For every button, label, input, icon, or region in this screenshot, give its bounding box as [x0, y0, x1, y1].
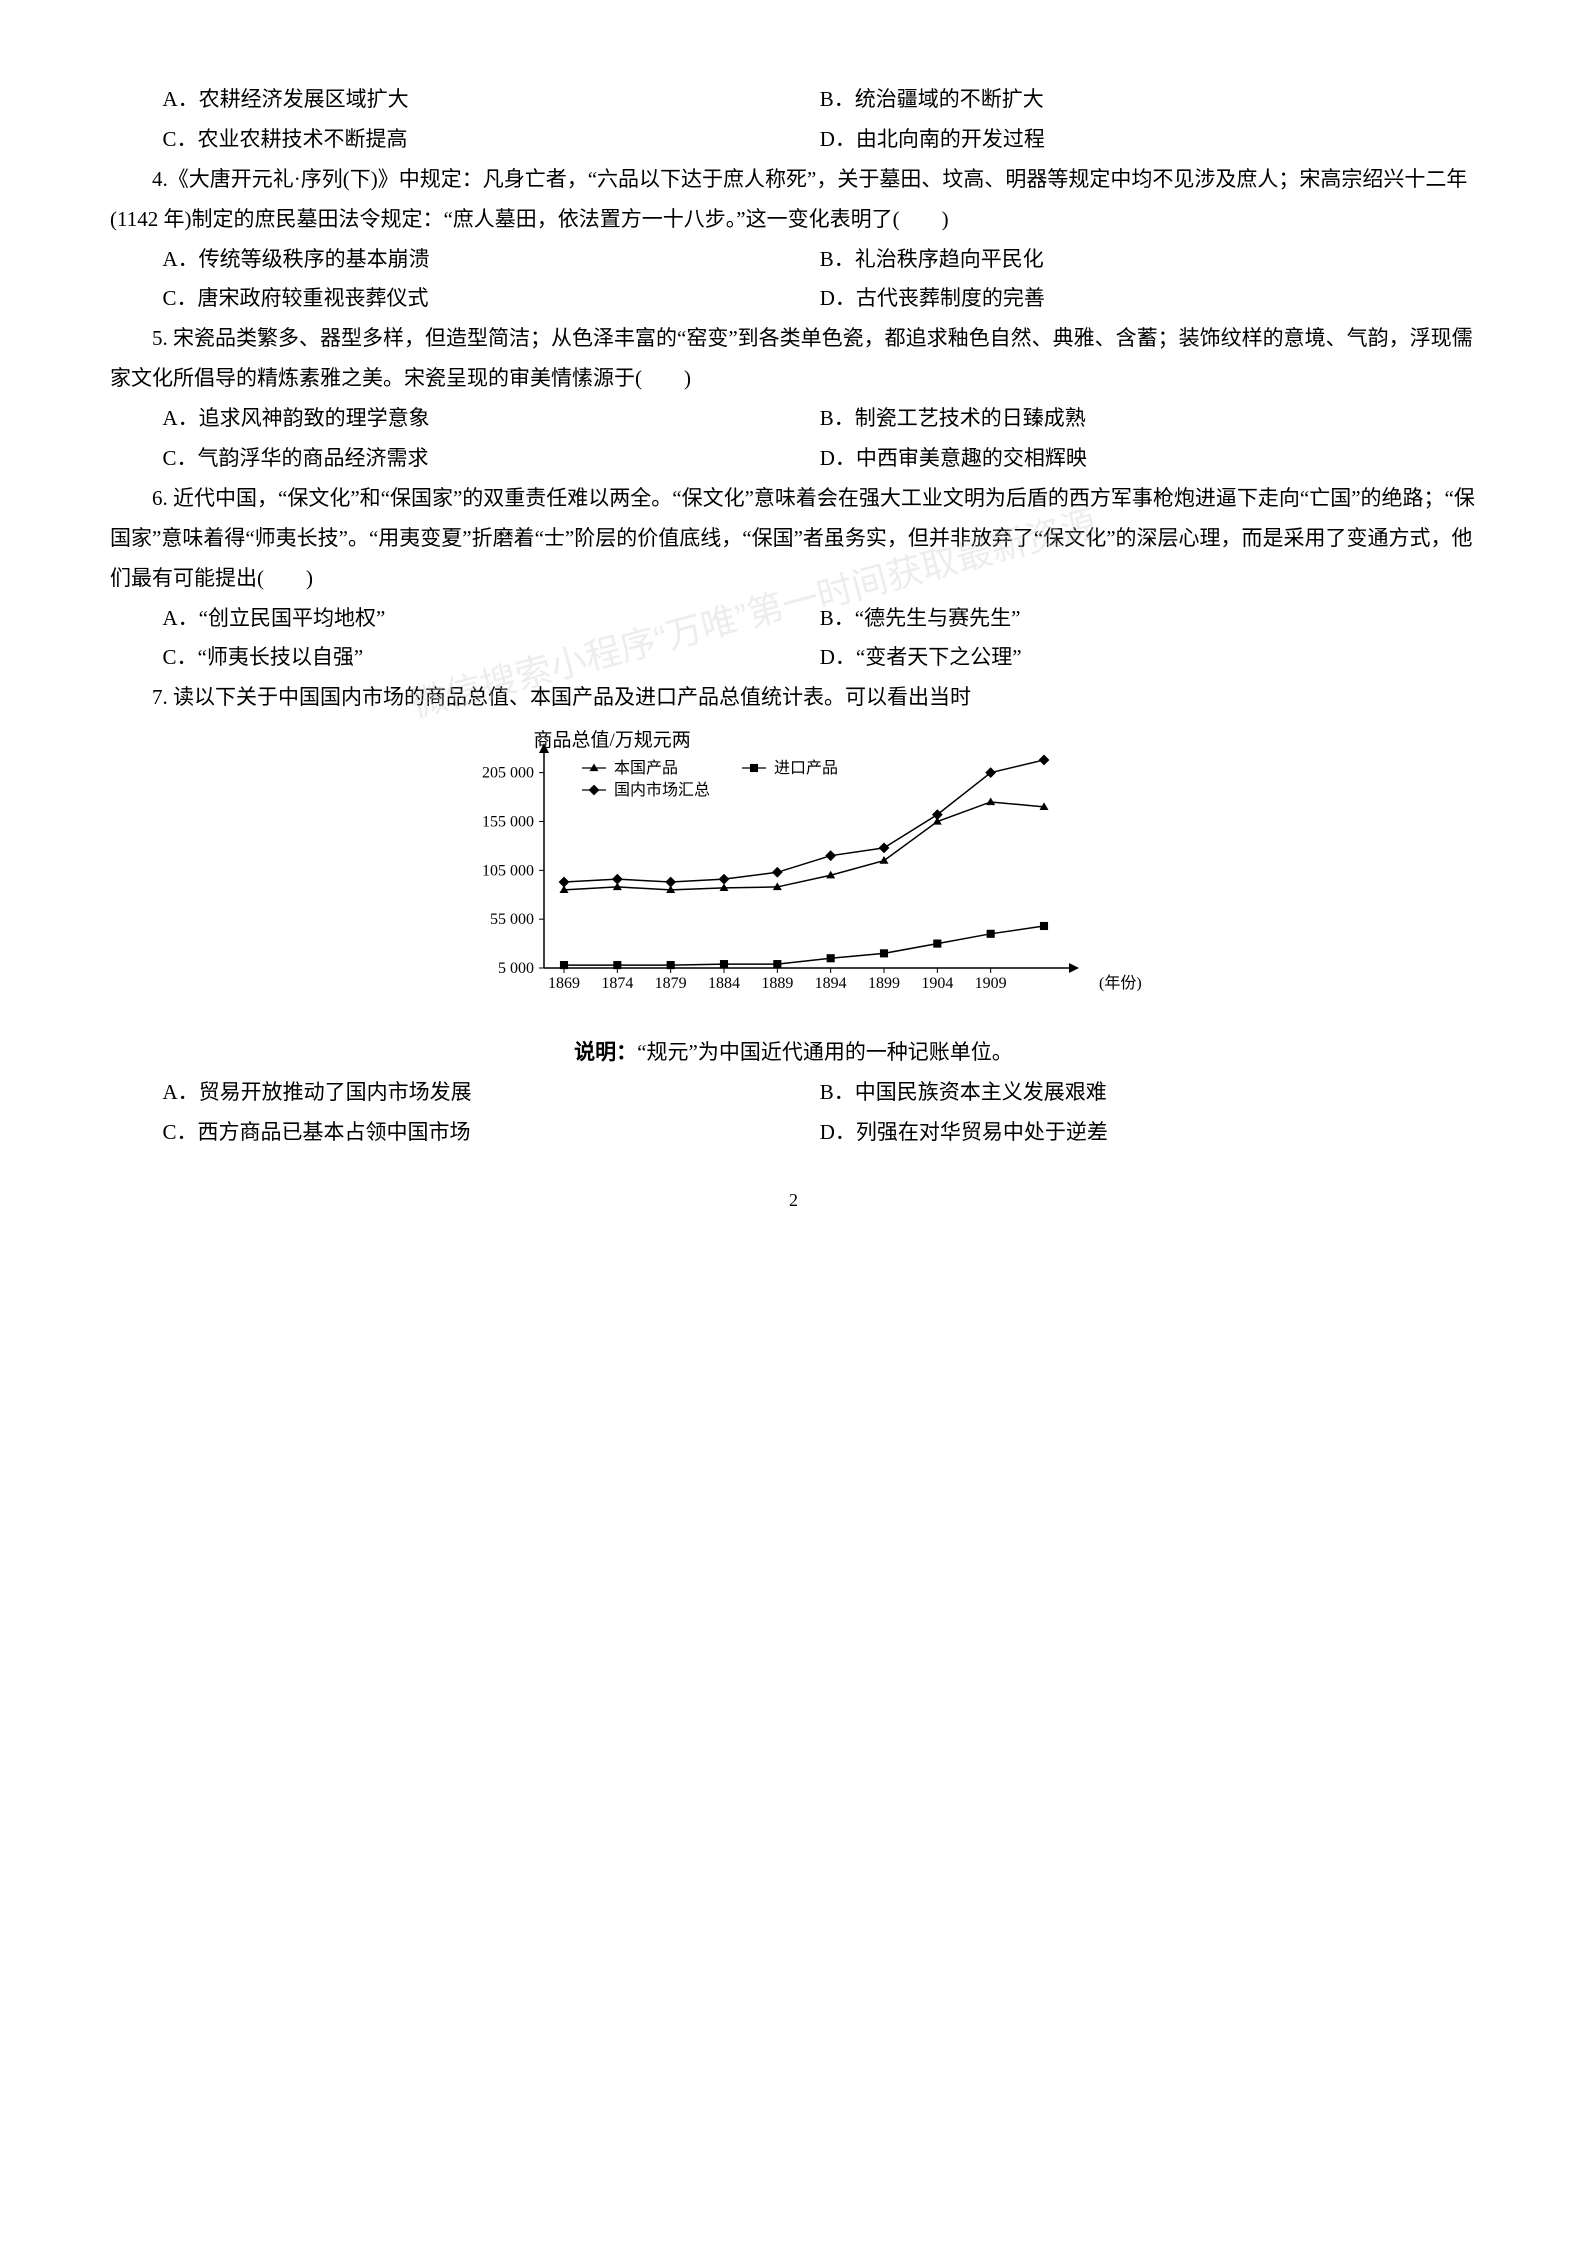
q5-text: 5. 宋瓷品类繁多、器型多样，但造型简洁；从色泽丰富的“窑变”到各类单色瓷，都追… [110, 319, 1477, 399]
svg-text:1884: 1884 [708, 975, 740, 992]
svg-text:1909: 1909 [974, 975, 1006, 992]
q5-option-c: C．气韵浮华的商品经济需求 [163, 439, 820, 479]
q6-option-d: D．“变者天下之公理” [820, 638, 1477, 678]
chart-note-text: “规元”为中国近代通用的一种记账单位。 [637, 1040, 1013, 1064]
page-number: 2 [110, 1183, 1477, 1217]
q3-option-d: D．由北向南的开发过程 [820, 120, 1477, 160]
svg-text:1904: 1904 [921, 975, 953, 992]
svg-text:1889: 1889 [761, 975, 793, 992]
q4-option-b: B．礼治秩序趋向平民化 [820, 240, 1477, 280]
chart-note: 说明：“规元”为中国近代通用的一种记账单位。 [110, 1033, 1477, 1073]
q6-option-b: B．“德先生与赛先生” [820, 599, 1477, 639]
svg-text:国内市场汇总: 国内市场汇总 [614, 781, 710, 799]
svg-text:1869: 1869 [548, 975, 580, 992]
chart-container: 商品总值/万规元两 5 00055 000105 000155 000205 0… [424, 728, 1164, 1018]
svg-text:1899: 1899 [868, 975, 900, 992]
q4-option-d: D．古代丧葬制度的完善 [820, 279, 1477, 319]
q7-option-d: D．列强在对华贸易中处于逆差 [820, 1113, 1477, 1153]
chart-note-label: 说明： [574, 1040, 637, 1064]
svg-text:55 000: 55 000 [490, 911, 534, 928]
q6-text: 6. 近代中国，“保文化”和“保国家”的双重责任难以两全。“保文化”意味着会在强… [110, 479, 1477, 599]
q6-options-row1: A．“创立民国平均地权” B．“德先生与赛先生” [110, 599, 1477, 639]
svg-text:205 000: 205 000 [482, 765, 534, 782]
svg-text:1874: 1874 [601, 975, 633, 992]
q4-option-c: C．唐宋政府较重视丧葬仪式 [163, 279, 820, 319]
svg-text:(年份): (年份) [1099, 974, 1142, 992]
svg-text:155 000: 155 000 [482, 814, 534, 831]
q3-options-row2: C．农业农耕技术不断提高 D．由北向南的开发过程 [110, 120, 1477, 160]
q3-options-row1: A．农耕经济发展区域扩大 B．统治疆域的不断扩大 [110, 80, 1477, 120]
q5-options-row1: A．追求风神韵致的理学意象 B．制瓷工艺技术的日臻成熟 [110, 399, 1477, 439]
q6-option-c: C．“师夷长技以自强” [163, 638, 820, 678]
q7-options-row1: A．贸易开放推动了国内市场发展 B．中国民族资本主义发展艰难 [110, 1073, 1477, 1113]
q4-option-a: A．传统等级秩序的基本崩溃 [163, 240, 820, 280]
q5-option-a: A．追求风神韵致的理学意象 [163, 399, 820, 439]
svg-text:1894: 1894 [814, 975, 846, 992]
q7-option-a: A．贸易开放推动了国内市场发展 [163, 1073, 820, 1113]
q7-option-c: C．西方商品已基本占领中国市场 [163, 1113, 820, 1153]
q4-text: 4.《大唐开元礼·序列(下)》中规定：凡身亡者，“六品以下达于庶人称死”，关于墓… [110, 160, 1477, 240]
svg-text:105 000: 105 000 [482, 863, 534, 880]
svg-text:进口产品: 进口产品 [774, 759, 838, 777]
q4-options-row1: A．传统等级秩序的基本崩溃 B．礼治秩序趋向平民化 [110, 240, 1477, 280]
svg-text:1879: 1879 [654, 975, 686, 992]
q3-option-c: C．农业农耕技术不断提高 [163, 120, 820, 160]
q5-option-b: B．制瓷工艺技术的日臻成熟 [820, 399, 1477, 439]
chart-svg: 5 000 55 000 105 000 155 000 205 000 1869 1874… [444, 728, 1144, 1018]
svg-text:5 000: 5 000 [498, 960, 534, 977]
q5-option-d: D．中西审美意趣的交相辉映 [820, 439, 1477, 479]
q6-options-row2: C．“师夷长技以自强” D．“变者天下之公理” [110, 638, 1477, 678]
chart-ylabel: 商品总值/万规元两 [534, 723, 691, 759]
q3-option-b: B．统治疆域的不断扩大 [820, 80, 1477, 120]
q5-options-row2: C．气韵浮华的商品经济需求 D．中西审美意趣的交相辉映 [110, 439, 1477, 479]
q4-options-row2: C．唐宋政府较重视丧葬仪式 D．古代丧葬制度的完善 [110, 279, 1477, 319]
q6-option-a: A．“创立民国平均地权” [163, 599, 820, 639]
q3-option-a: A．农耕经济发展区域扩大 [163, 80, 820, 120]
q7-text: 7. 读以下关于中国国内市场的商品总值、本国产品及进口产品总值统计表。可以看出当… [110, 678, 1477, 718]
q7-option-b: B．中国民族资本主义发展艰难 [820, 1073, 1477, 1113]
svg-text:本国产品: 本国产品 [614, 759, 678, 777]
q7-options-row2: C．西方商品已基本占领中国市场 D．列强在对华贸易中处于逆差 [110, 1113, 1477, 1153]
